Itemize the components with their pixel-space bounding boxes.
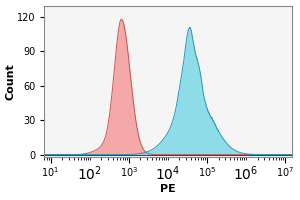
X-axis label: PE: PE [160, 184, 176, 194]
Y-axis label: Count: Count [6, 63, 16, 100]
